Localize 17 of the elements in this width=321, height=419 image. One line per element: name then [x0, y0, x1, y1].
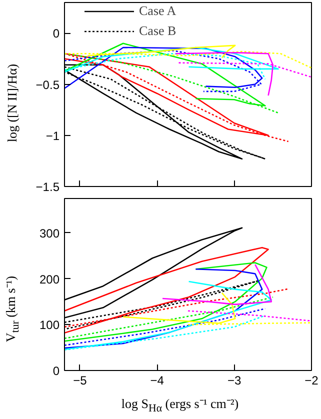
y-tick-label: −0.5: [36, 78, 60, 92]
y-tick-label: 0: [52, 26, 60, 41]
x-tick-label: −2: [304, 374, 319, 388]
legend-label: Case B: [139, 23, 176, 39]
y-tick-label: 200: [39, 272, 60, 286]
y-tick-label: 300: [39, 226, 60, 240]
y-tick-label: 100: [39, 318, 60, 332]
y-tick-label: −1.5: [36, 180, 60, 194]
x-tick-label: −5: [73, 374, 88, 388]
line-series: [162, 264, 272, 306]
x-tick-label: −3: [227, 374, 242, 388]
y-axis-title: log ([N II]/Hα): [4, 64, 21, 142]
x-axis-title: log S$_{Hα}$ (ergs s⁻¹ cm⁻²): [121, 394, 239, 417]
y-tick-label: 0: [52, 364, 60, 378]
legend-label: Case A: [139, 3, 176, 19]
y-tick-label: −1: [46, 128, 60, 143]
x-tick-label: −4: [150, 374, 164, 388]
